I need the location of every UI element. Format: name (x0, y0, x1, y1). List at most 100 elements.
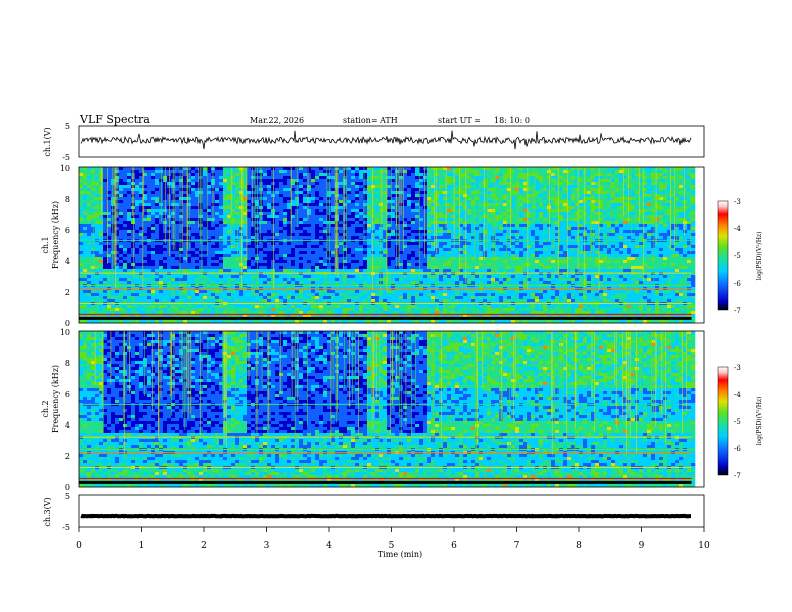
spectrogram-cell (415, 236, 420, 240)
spectrogram-cell (187, 290, 192, 294)
spectrogram-cell (123, 227, 128, 231)
spectrogram-cell (419, 233, 424, 237)
spectrogram-cell (263, 194, 268, 198)
spectrogram-cell (135, 296, 140, 300)
spectrogram-cell (115, 230, 120, 234)
spectrogram-cell (343, 257, 348, 261)
spectrogram-cell (299, 275, 304, 279)
spectrogram-cell (255, 314, 260, 318)
spectrogram-cell (315, 308, 320, 312)
spectrogram-cell (83, 236, 88, 240)
spectrogram-cell (347, 257, 352, 261)
spectrogram-cell (307, 251, 312, 255)
spectrogram-cell (151, 311, 156, 315)
spectrogram-cell (175, 218, 180, 222)
spectrogram-cell (91, 257, 96, 261)
spectrogram-cell (287, 278, 292, 282)
spectrogram-cell (363, 179, 368, 183)
spectrogram-cell (411, 311, 416, 315)
spectrogram-cell (431, 173, 436, 177)
spectrogram-cell (127, 299, 132, 303)
spectrogram-cell (379, 290, 384, 294)
spectrogram-cell (207, 296, 212, 300)
spectrogram-cell (435, 191, 440, 195)
spectrogram-cell (91, 224, 96, 228)
spectrogram-cell (87, 296, 92, 300)
spectrogram-cell (259, 305, 264, 309)
spectrogram-cell (95, 200, 100, 204)
spectrogram-cell (103, 311, 108, 315)
spectrogram-cell (315, 293, 320, 297)
spectrogram-cell (451, 272, 456, 276)
spectrogram-cell (351, 278, 356, 282)
spectrogram-cell (451, 278, 456, 282)
spectrogram-cell (387, 170, 392, 174)
spectrogram-cell (95, 290, 100, 294)
spectrogram-cell (291, 233, 296, 237)
spectrogram-cell (83, 269, 88, 273)
spectrogram-cell (359, 233, 364, 237)
spectrogram-cell (423, 272, 428, 276)
spectrogram-cell (439, 179, 444, 183)
spectrogram-cell (311, 233, 316, 237)
spectrogram-cell (183, 188, 188, 192)
spectrogram-cell (215, 254, 220, 258)
spectrogram-cell (263, 212, 268, 216)
spectrogram-cell (387, 236, 392, 240)
spectrogram-cell (391, 212, 396, 216)
spectrogram-cell (83, 188, 88, 192)
spectrogram-cell (375, 272, 380, 276)
spectrogram-cell (131, 251, 136, 255)
spectrogram-cell (411, 224, 416, 228)
spectrogram-cell (231, 191, 236, 195)
spectrogram-cell (251, 200, 256, 204)
spectrogram-cell (191, 224, 196, 228)
spectrogram-cell (395, 167, 400, 171)
spectrogram-cell (235, 263, 240, 267)
spectrogram-cell (319, 290, 324, 294)
spectrogram-cell (167, 173, 172, 177)
spectrogram-cell (223, 182, 228, 186)
spectrogram-cell (195, 242, 200, 246)
spectrogram-cell (215, 197, 220, 201)
spectrogram-cell (339, 314, 344, 318)
spectrogram-cell (459, 299, 464, 303)
spectrogram-cell (311, 248, 316, 252)
spectrogram-cell (447, 233, 452, 237)
spectrogram-cell (455, 299, 460, 303)
spectrogram-cell (99, 263, 104, 267)
spectrogram-cell (259, 281, 264, 285)
spectrogram-cell (291, 254, 296, 258)
spectrogram-cell (427, 206, 432, 210)
spectrogram-cell (143, 293, 148, 297)
spectrogram-cell (203, 260, 208, 264)
spectrogram-cell (211, 242, 216, 246)
spectrogram-cell (167, 206, 172, 210)
spectrogram-cell (383, 251, 388, 255)
spectrogram-cell (207, 233, 212, 237)
spectrogram-cell (459, 230, 464, 234)
spectrogram-cell (299, 200, 304, 204)
spectrogram-cell (251, 311, 256, 315)
spectrogram-cell (99, 224, 104, 228)
spectrogram-cell (267, 251, 272, 255)
spectrogram-cell (375, 188, 380, 192)
spectrogram-cell (435, 233, 440, 237)
spectrogram-cell (167, 248, 172, 252)
spectrogram-cell (191, 197, 196, 201)
spectrogram-cell (103, 218, 108, 222)
spectrogram-cell (303, 308, 308, 312)
spectrogram-cell (275, 227, 280, 231)
spectrogram-cell (191, 266, 196, 270)
spectrogram-cell (419, 197, 424, 201)
spectrogram-cell (127, 188, 132, 192)
spectrogram-cell (103, 227, 108, 231)
spectrogram-cell (383, 314, 388, 318)
spectrogram-cell (311, 260, 316, 264)
spectrogram-cell (411, 236, 416, 240)
spectrogram-cell (87, 176, 92, 180)
spectrogram-cell (167, 185, 172, 189)
spectrogram-cell (367, 191, 372, 195)
spectrogram-cell (339, 245, 344, 249)
spectrogram-cell (115, 299, 120, 303)
